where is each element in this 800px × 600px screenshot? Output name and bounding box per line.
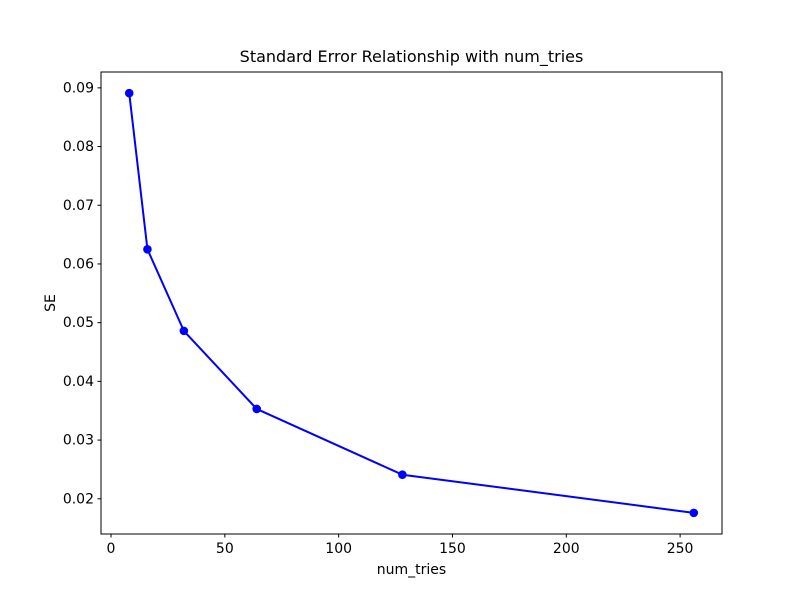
x-tick-label: 150 <box>439 541 466 557</box>
y-tick-label: 0.04 <box>63 374 94 390</box>
data-point <box>179 326 189 336</box>
x-tick-label: 50 <box>216 541 234 557</box>
x-tick-label: 200 <box>553 541 580 557</box>
y-tick-label: 0.05 <box>63 315 94 331</box>
data-point <box>689 508 699 518</box>
series-layer <box>124 88 699 518</box>
y-tick-label: 0.06 <box>63 256 94 272</box>
x-tick-label: 0 <box>107 541 116 557</box>
chart-title: Standard Error Relationship with num_tri… <box>240 47 584 67</box>
x-tick-label: 100 <box>325 541 352 557</box>
y-axis-label: SE <box>43 294 59 312</box>
x-axis-label: num_tries <box>377 562 446 578</box>
data-point <box>143 244 152 254</box>
data-point <box>124 88 134 98</box>
y-tick-label: 0.08 <box>63 139 94 155</box>
data-point <box>252 404 262 414</box>
x-tick-label: 250 <box>667 541 694 557</box>
series-line <box>128 92 695 514</box>
y-tick-label: 0.03 <box>63 433 94 449</box>
axes-layer: 0 50 100 150 200 250 0.02 0.03 0.04 0.05 0.06 0.07 0… <box>63 71 723 557</box>
y-tick-label: 0.02 <box>63 491 94 507</box>
y-tick-label: 0.07 <box>63 198 94 214</box>
data-point <box>398 470 407 480</box>
y-tick-label: 0.09 <box>63 80 94 96</box>
plot-spines <box>100 71 723 535</box>
